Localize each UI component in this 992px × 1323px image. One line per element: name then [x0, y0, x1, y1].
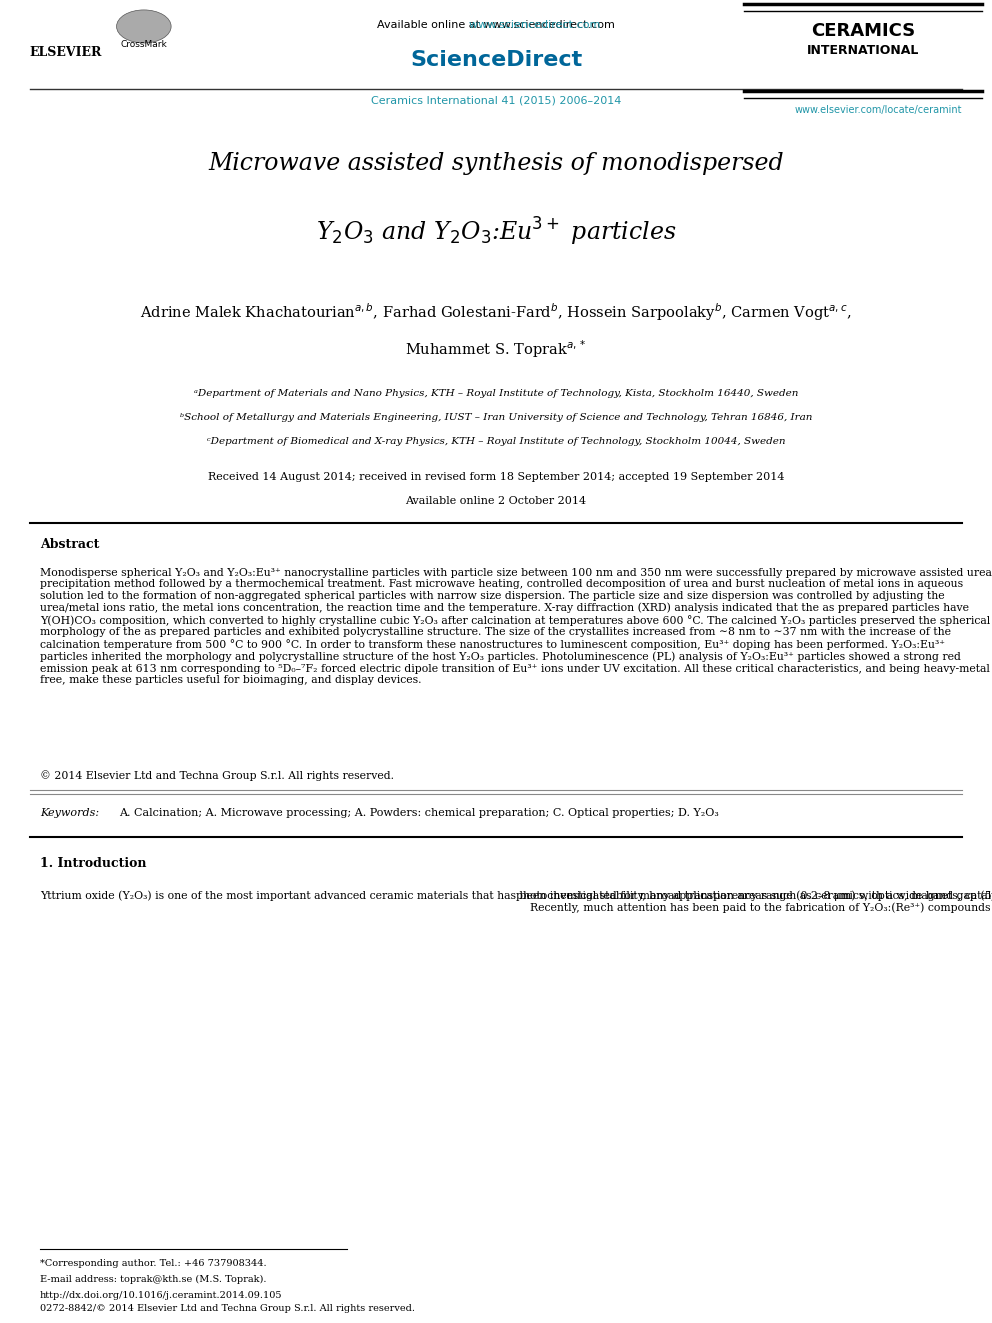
Ellipse shape: [117, 11, 171, 42]
Text: ᵇSchool of Metallurgy and Materials Engineering, IUST – Iran University of Scien: ᵇSchool of Metallurgy and Materials Engi…: [180, 413, 812, 422]
Text: CrossMark: CrossMark: [120, 40, 168, 49]
Text: Received 14 August 2014; received in revised form 18 September 2014; accepted 19: Received 14 August 2014; received in rev…: [207, 472, 785, 483]
Text: Monodisperse spherical Y₂O₃ and Y₂O₃:Eu³⁺ nanocrystalline particles with particl: Monodisperse spherical Y₂O₃ and Y₂O₃:Eu³…: [40, 568, 992, 685]
Text: photochemical stability, broad transparency range (0.2–8 μm) with a wide band ga: photochemical stability, broad transpare…: [516, 890, 992, 913]
Text: E-mail address: toprak@kth.se (M.S. Toprak).: E-mail address: toprak@kth.se (M.S. Topr…: [40, 1275, 266, 1285]
Text: Adrine Malek Khachatourian$^{a,b}$, Farhad Golestani-Fard$^{b}$, Hossein Sarpool: Adrine Malek Khachatourian$^{a,b}$, Farh…: [140, 302, 852, 323]
Text: Abstract: Abstract: [40, 538, 99, 552]
Text: Muhammet S. Toprak$^{a,*}$: Muhammet S. Toprak$^{a,*}$: [405, 339, 587, 360]
Text: CERAMICS: CERAMICS: [810, 22, 916, 41]
Text: ScienceDirect: ScienceDirect: [410, 50, 582, 70]
Text: Y$_2$O$_3$ and Y$_2$O$_3$:Eu$^{3+}$ particles: Y$_2$O$_3$ and Y$_2$O$_3$:Eu$^{3+}$ part…: [315, 216, 677, 247]
Text: Keywords:: Keywords:: [40, 808, 99, 819]
Text: www.sciencedirect.com: www.sciencedirect.com: [392, 20, 600, 30]
Text: Ceramics International 41 (2015) 2006–2014: Ceramics International 41 (2015) 2006–20…: [371, 95, 621, 106]
Text: © 2014 Elsevier Ltd and Techna Group S.r.l. All rights reserved.: © 2014 Elsevier Ltd and Techna Group S.r…: [40, 770, 394, 781]
Text: A. Calcination; A. Microwave processing; A. Powders: chemical preparation; C. Op: A. Calcination; A. Microwave processing;…: [119, 808, 719, 819]
Text: http://dx.doi.org/10.1016/j.ceramint.2014.09.105: http://dx.doi.org/10.1016/j.ceramint.201…: [40, 1291, 282, 1301]
Text: www.elsevier.com/locate/ceramint: www.elsevier.com/locate/ceramint: [795, 105, 962, 115]
Text: ᵃDepartment of Materials and Nano Physics, KTH – Royal Institute of Technology, : ᵃDepartment of Materials and Nano Physic…: [193, 389, 799, 398]
Text: Yttrium oxide (Y₂O₃) is one of the most important advanced ceramic materials tha: Yttrium oxide (Y₂O₃) is one of the most …: [40, 890, 992, 901]
Text: *Corresponding author. Tel.: +46 737908344.: *Corresponding author. Tel.: +46 7379083…: [40, 1259, 266, 1269]
Text: Available online 2 October 2014: Available online 2 October 2014: [406, 496, 586, 507]
Text: 0272-8842/© 2014 Elsevier Ltd and Techna Group S.r.l. All rights reserved.: 0272-8842/© 2014 Elsevier Ltd and Techna…: [40, 1304, 415, 1314]
Text: ᶜDepartment of Biomedical and X-ray Physics, KTH – Royal Institute of Technology: ᶜDepartment of Biomedical and X-ray Phys…: [206, 437, 786, 446]
Text: Microwave assisted synthesis of monodispersed: Microwave assisted synthesis of monodisp…: [208, 152, 784, 175]
Text: ELSEVIER: ELSEVIER: [30, 46, 102, 60]
Text: 1. Introduction: 1. Introduction: [40, 857, 146, 871]
Text: Available online at www.sciencedirect.com: Available online at www.sciencedirect.co…: [377, 20, 615, 30]
Text: INTERNATIONAL: INTERNATIONAL: [806, 44, 920, 57]
